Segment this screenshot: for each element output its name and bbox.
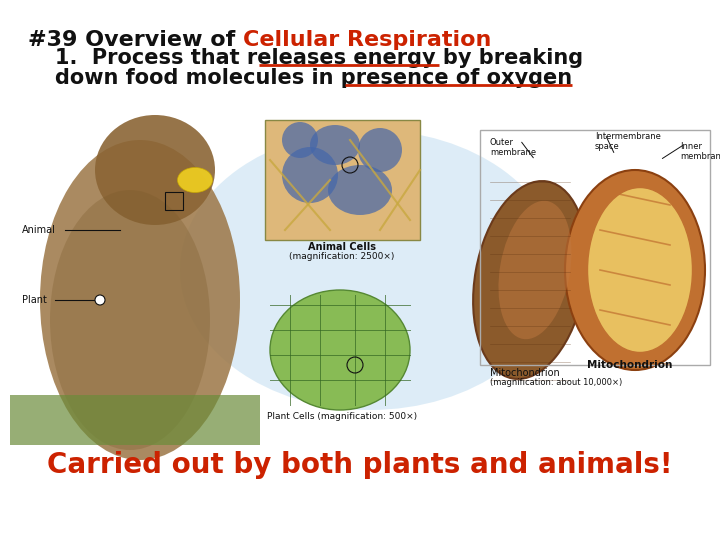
Bar [265, 120, 420, 240]
Text: Plant Cells (magnification: 500×): Plant Cells (magnification: 500×) [267, 412, 417, 421]
Circle shape [95, 295, 105, 305]
Text: Animal Cells: Animal Cells [308, 242, 376, 252]
Text: Animal: Animal [22, 225, 56, 235]
Bar [480, 130, 710, 365]
Bar [165, 192, 183, 210]
Ellipse shape [40, 140, 240, 460]
Bar [10, 105, 710, 445]
Ellipse shape [50, 190, 210, 450]
Text: Carried out by both plants and animals!: Carried out by both plants and animals! [48, 451, 672, 479]
Text: Cellular Respiration: Cellular Respiration [243, 30, 491, 50]
Text: Plant: Plant [22, 295, 47, 305]
Text: (magnification: about 10,000×): (magnification: about 10,000×) [490, 378, 622, 387]
Text: Outer
membrane: Outer membrane [490, 138, 536, 157]
Ellipse shape [270, 290, 410, 410]
Ellipse shape [588, 187, 693, 353]
Text: down food molecules in presence of oxygen: down food molecules in presence of oxyge… [55, 68, 572, 88]
Ellipse shape [178, 167, 212, 192]
Text: (magnification: 2500×): (magnification: 2500×) [289, 252, 395, 261]
Ellipse shape [565, 170, 705, 370]
Ellipse shape [498, 201, 572, 339]
Bar [10, 395, 260, 445]
Ellipse shape [282, 147, 338, 203]
Text: 1.  Process that releases energy by breaking: 1. Process that releases energy by break… [55, 48, 583, 68]
Text: #39 Overview of: #39 Overview of [28, 30, 243, 50]
Ellipse shape [358, 128, 402, 172]
Text: Inner
membrane: Inner membrane [680, 142, 720, 161]
Ellipse shape [310, 125, 360, 165]
Ellipse shape [473, 181, 587, 379]
Ellipse shape [282, 122, 318, 158]
Ellipse shape [328, 165, 392, 215]
Text: Mitochondrion: Mitochondrion [588, 360, 672, 370]
Text: Mitochondrion: Mitochondrion [490, 368, 559, 378]
Ellipse shape [95, 115, 215, 225]
Text: Intermembrane
space: Intermembrane space [595, 132, 661, 151]
Ellipse shape [180, 130, 560, 410]
